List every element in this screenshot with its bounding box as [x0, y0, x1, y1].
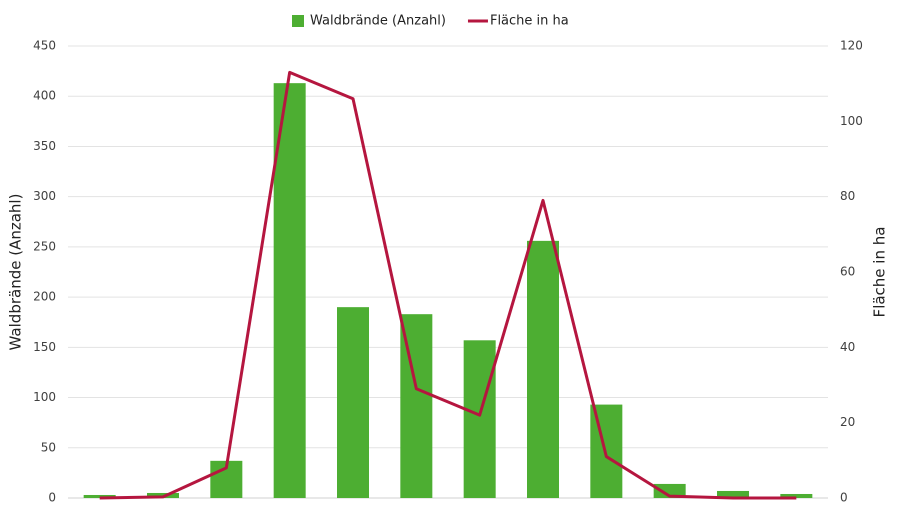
y2-tick-label: 60 [840, 265, 855, 279]
legend-label: Waldbrände (Anzahl) [310, 14, 446, 29]
y-tick-label: 0 [48, 491, 56, 505]
bar [337, 307, 369, 498]
y-tick-label: 200 [33, 290, 56, 304]
y2-tick-label: 40 [840, 340, 855, 354]
line [99, 70, 797, 500]
y2-tick-label: 20 [840, 415, 855, 429]
bar [83, 494, 116, 498]
y-tick-label: 350 [33, 139, 56, 153]
y-tick-label: 50 [41, 440, 56, 454]
bar [653, 483, 686, 498]
y-axis-title: Waldbrände (Anzahl) [7, 194, 25, 351]
y-tick-label: 100 [33, 390, 56, 404]
bar [273, 83, 306, 499]
y-tick-label: 450 [33, 39, 56, 53]
legend-swatch [292, 15, 304, 27]
y2-tick-label: 80 [840, 189, 855, 203]
y-tick-label: 400 [33, 89, 56, 103]
bar [717, 490, 749, 498]
bar [527, 240, 559, 498]
bar [780, 493, 813, 498]
y-tick-label: 150 [33, 340, 56, 354]
legend-label: Fläche in ha [490, 14, 569, 29]
y2-tick-label: 120 [840, 39, 863, 53]
y2-axis-title: Fläche in ha [871, 227, 889, 318]
y-tick-label: 250 [33, 239, 56, 253]
y-tick-label: 300 [33, 189, 56, 203]
bar [463, 340, 496, 498]
y2-tick-label: 100 [840, 114, 863, 128]
y2-tick-label: 0 [840, 491, 848, 505]
